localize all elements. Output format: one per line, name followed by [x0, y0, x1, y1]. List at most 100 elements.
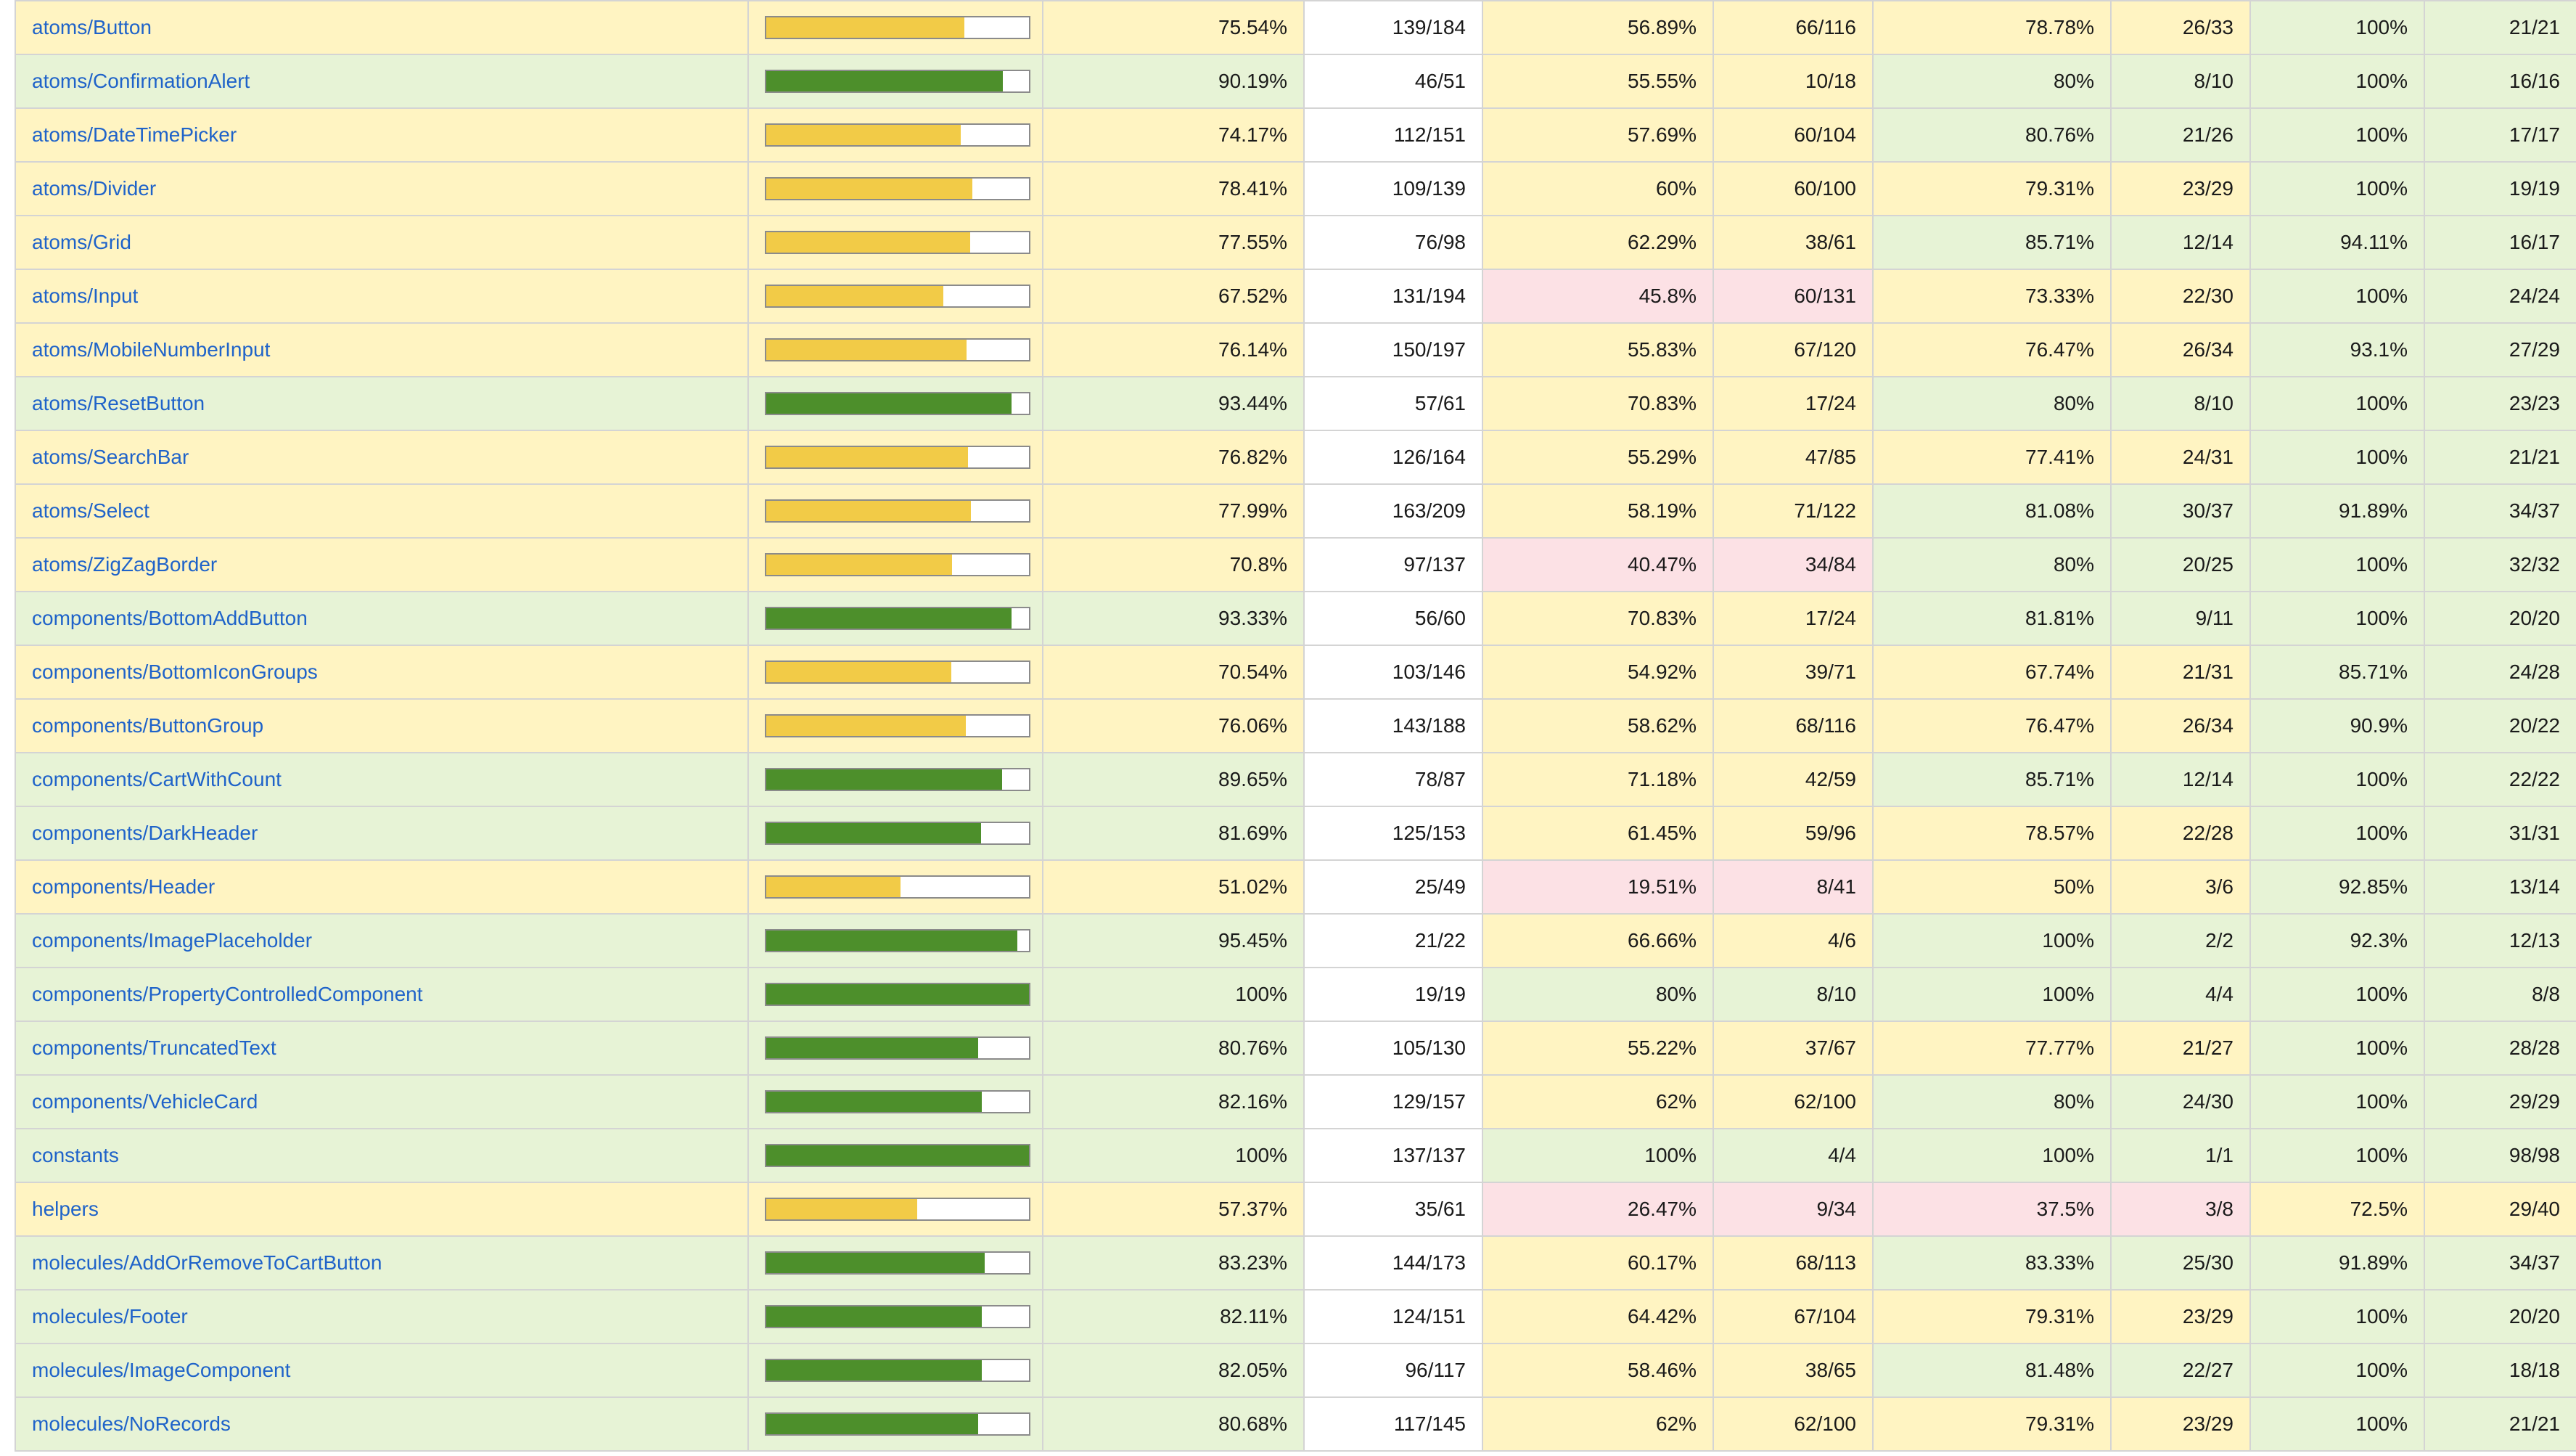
file-link[interactable]: atoms/ResetButton	[32, 392, 205, 414]
branches-pct-cell: 55.29%	[1482, 430, 1714, 485]
coverage-bar-fill	[766, 1199, 917, 1219]
table-row: constants 100% 137/137 100% 4/4 100% 1/1 100% 98…	[15, 1128, 2576, 1183]
coverage-bar	[765, 231, 1030, 254]
file-link[interactable]: constants	[32, 1144, 119, 1166]
branches-pct-cell: 58.62%	[1482, 698, 1714, 753]
statements-pct-cell: 76.82%	[1042, 430, 1305, 485]
file-link[interactable]: atoms/DateTimePicker	[32, 123, 237, 146]
functions-pct-cell: 79.31%	[1872, 1289, 2112, 1344]
file-link[interactable]: molecules/AddOrRemoveToCartButton	[32, 1251, 382, 1274]
functions-count-cell: 24/30	[2110, 1074, 2251, 1129]
file-link[interactable]: components/ButtonGroup	[32, 714, 264, 737]
functions-count-cell: 12/14	[2110, 752, 2251, 807]
lines-count-cell: 17/17	[2424, 107, 2576, 163]
functions-pct-cell: 81.81%	[1872, 591, 2112, 646]
coverage-bar-cell	[747, 645, 1043, 700]
coverage-bar-fill	[766, 931, 1017, 951]
file-link[interactable]: atoms/Grid	[32, 231, 131, 253]
file-cell: components/BottomAddButton	[15, 591, 749, 646]
branches-pct-cell: 62%	[1482, 1074, 1714, 1129]
functions-count-cell: 2/2	[2110, 913, 2251, 968]
branches-pct-cell: 45.8%	[1482, 269, 1714, 324]
file-link[interactable]: atoms/Divider	[32, 177, 157, 200]
branches-count-cell: 71/122	[1712, 483, 1874, 539]
file-link[interactable]: atoms/Select	[32, 499, 149, 522]
file-link[interactable]: molecules/Footer	[32, 1305, 188, 1328]
statements-count-cell: 125/153	[1303, 806, 1483, 861]
branches-count-cell: 8/10	[1712, 967, 1874, 1022]
functions-pct-cell: 85.71%	[1872, 215, 2112, 270]
statements-pct-cell: 80.68%	[1042, 1396, 1305, 1452]
file-link[interactable]: components/TruncatedText	[32, 1036, 276, 1059]
statements-count-cell: 109/139	[1303, 161, 1483, 216]
functions-count-cell: 8/10	[2110, 376, 2251, 431]
statements-pct-cell: 81.69%	[1042, 806, 1305, 861]
file-cell: atoms/Divider	[15, 161, 749, 216]
coverage-bar	[765, 177, 1030, 200]
statements-pct-cell: 83.23%	[1042, 1235, 1305, 1291]
statements-pct-cell: 67.52%	[1042, 269, 1305, 324]
statements-count-cell: 57/61	[1303, 376, 1483, 431]
file-link[interactable]: atoms/Button	[32, 16, 152, 38]
statements-pct-cell: 93.33%	[1042, 591, 1305, 646]
file-link[interactable]: atoms/MobileNumberInput	[32, 338, 271, 361]
coverage-bar-cell	[747, 161, 1043, 216]
functions-pct-cell: 80%	[1872, 376, 2112, 431]
functions-pct-cell: 50%	[1872, 859, 2112, 915]
file-link[interactable]: components/ImagePlaceholder	[32, 929, 313, 952]
coverage-bar-fill	[766, 1253, 985, 1273]
coverage-bar-fill	[766, 1360, 983, 1381]
statements-count-cell: 56/60	[1303, 591, 1483, 646]
coverage-bar-cell	[747, 483, 1043, 539]
file-link[interactable]: molecules/ImageComponent	[32, 1359, 291, 1381]
statements-pct-cell: 76.06%	[1042, 698, 1305, 753]
branches-pct-cell: 55.55%	[1482, 54, 1714, 109]
coverage-bar-cell	[747, 591, 1043, 646]
lines-pct-cell: 100%	[2249, 967, 2425, 1022]
file-link[interactable]: atoms/Input	[32, 285, 139, 307]
file-cell: components/VehicleCard	[15, 1074, 749, 1129]
functions-pct-cell: 81.48%	[1872, 1343, 2112, 1398]
file-link[interactable]: components/CartWithCount	[32, 768, 282, 790]
branches-count-cell: 47/85	[1712, 430, 1874, 485]
coverage-bar	[765, 660, 1030, 684]
functions-count-cell: 25/30	[2110, 1235, 2251, 1291]
file-link[interactable]: components/VehicleCard	[32, 1090, 258, 1113]
coverage-bar-fill	[766, 1038, 979, 1058]
coverage-bar-cell	[747, 806, 1043, 861]
file-link[interactable]: components/PropertyControlledComponent	[32, 983, 423, 1005]
functions-count-cell: 3/6	[2110, 859, 2251, 915]
statements-pct-cell: 100%	[1042, 1128, 1305, 1183]
file-link[interactable]: components/Header	[32, 875, 216, 898]
functions-count-cell: 30/37	[2110, 483, 2251, 539]
table-row: atoms/Divider 78.41% 109/139 60% 60/100 79.31…	[15, 161, 2576, 216]
functions-count-cell: 20/25	[2110, 537, 2251, 592]
file-cell: molecules/NoRecords	[15, 1396, 749, 1452]
coverage-bar-cell	[747, 322, 1043, 377]
lines-count-cell: 31/31	[2424, 806, 2576, 861]
file-link[interactable]: components/DarkHeader	[32, 822, 258, 844]
file-link[interactable]: molecules/NoRecords	[32, 1412, 231, 1435]
statements-count-cell: 126/164	[1303, 430, 1483, 485]
file-link[interactable]: atoms/ConfirmationAlert	[32, 70, 250, 92]
statements-pct-cell: 82.11%	[1042, 1289, 1305, 1344]
functions-count-cell: 1/1	[2110, 1128, 2251, 1183]
coverage-bar	[765, 607, 1030, 630]
lines-count-cell: 16/16	[2424, 54, 2576, 109]
file-cell: atoms/DateTimePicker	[15, 107, 749, 163]
functions-pct-cell: 67.74%	[1872, 645, 2112, 700]
file-link[interactable]: helpers	[32, 1198, 99, 1220]
file-link[interactable]: components/BottomAddButton	[32, 607, 308, 629]
file-link[interactable]: components/BottomIconGroups	[32, 660, 318, 683]
file-link[interactable]: atoms/ZigZagBorder	[32, 553, 218, 576]
lines-count-cell: 24/24	[2424, 269, 2576, 324]
file-link[interactable]: atoms/SearchBar	[32, 446, 189, 468]
table-row: atoms/ResetButton 93.44% 57/61 70.83% 17/24 8…	[15, 376, 2576, 431]
lines-pct-cell: 100%	[2249, 1074, 2425, 1129]
statements-pct-cell: 76.14%	[1042, 322, 1305, 377]
file-cell: atoms/SearchBar	[15, 430, 749, 485]
functions-count-cell: 21/31	[2110, 645, 2251, 700]
statements-pct-cell: 70.8%	[1042, 537, 1305, 592]
statements-count-cell: 97/137	[1303, 537, 1483, 592]
coverage-bar-fill	[766, 984, 1029, 1005]
